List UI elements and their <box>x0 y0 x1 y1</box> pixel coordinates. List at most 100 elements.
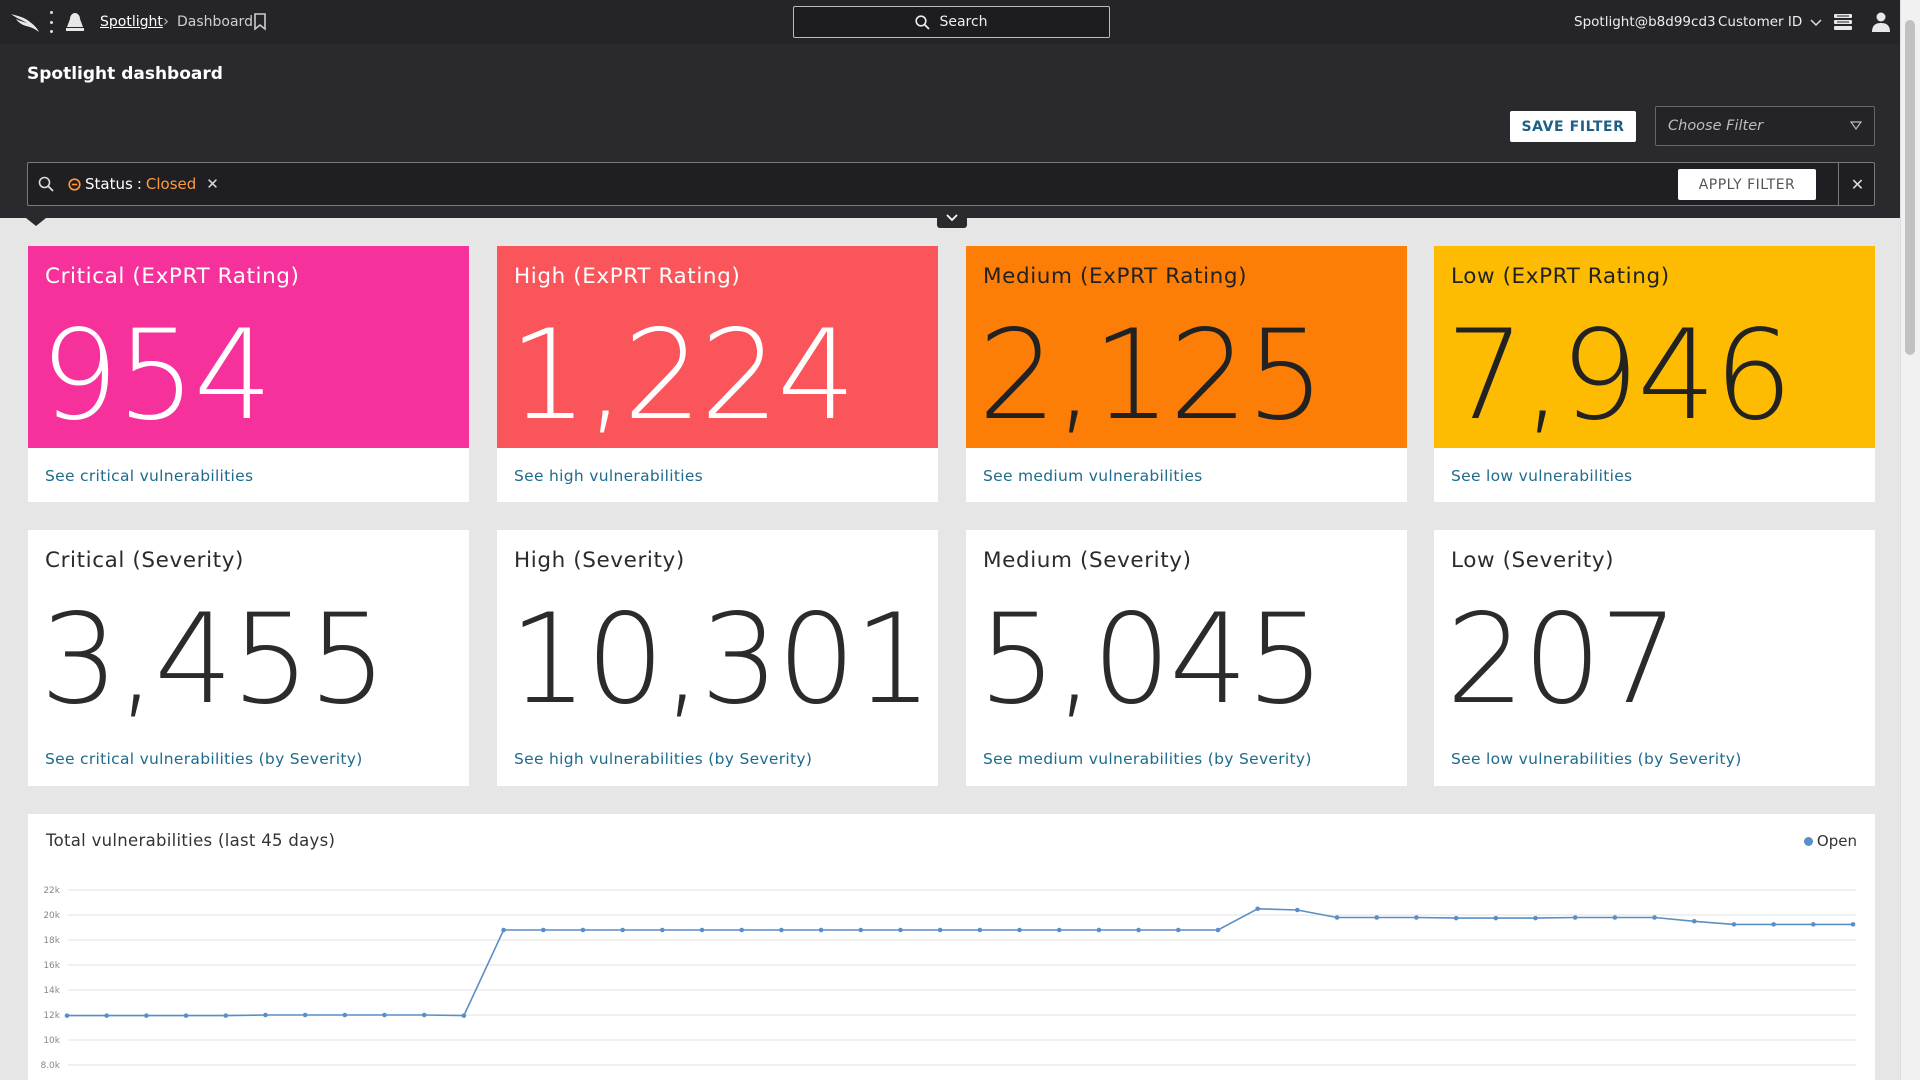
data-point[interactable] <box>64 1013 70 1018</box>
see-critical-link[interactable]: See critical vulnerabilities <box>45 467 254 485</box>
data-point[interactable] <box>1771 922 1776 927</box>
data-point[interactable] <box>382 1012 387 1018</box>
data-point[interactable] <box>263 1012 268 1018</box>
global-search-button[interactable]: Search <box>793 6 1110 38</box>
card-count: 3,455 <box>40 588 387 732</box>
data-point[interactable] <box>104 1013 109 1018</box>
scrollbar-thumb[interactable] <box>1905 20 1915 355</box>
data-point[interactable] <box>1175 927 1181 933</box>
card-title: Low (Severity) <box>1451 548 1615 573</box>
data-point[interactable] <box>1096 927 1102 933</box>
card-low-severity: Low (Severity) 207 See low vulnerabiliti… <box>1434 530 1875 786</box>
breadcrumb-page: Dashboard <box>177 14 253 30</box>
data-point[interactable] <box>1493 915 1499 921</box>
card-header: High (ExPRT Rating) 1,224 <box>497 246 938 448</box>
data-point[interactable] <box>779 927 784 933</box>
data-point[interactable] <box>342 1012 348 1018</box>
data-point[interactable] <box>699 927 705 933</box>
spotlight-app-icon[interactable] <box>64 11 86 33</box>
kebab-menu-icon[interactable] <box>48 11 54 33</box>
data-point[interactable] <box>461 1013 467 1018</box>
breadcrumb-app-link[interactable]: Spotlight <box>100 14 163 30</box>
dropdown-triangle-icon <box>1850 121 1862 131</box>
customer-id-dropdown[interactable]: Customer ID <box>1718 14 1824 30</box>
card-header: Low (ExPRT Rating) 7,946 <box>1434 246 1875 448</box>
see-medium-severity-link[interactable]: See medium vulnerabilities (by Severity) <box>983 750 1312 768</box>
person-icon[interactable] <box>1870 11 1892 33</box>
data-point[interactable] <box>1652 915 1657 920</box>
data-point[interactable] <box>1414 915 1419 920</box>
bookmark-icon[interactable] <box>253 13 267 31</box>
data-point[interactable] <box>1850 922 1856 927</box>
chart-title: Total vulnerabilities (last 45 days) <box>46 831 336 850</box>
data-point[interactable] <box>1691 918 1697 924</box>
data-point[interactable] <box>1295 907 1300 913</box>
save-filter-button[interactable]: SAVE FILTER <box>1510 111 1636 142</box>
data-point[interactable] <box>858 927 864 933</box>
choose-filter-select[interactable]: Choose Filter <box>1655 106 1875 146</box>
see-critical-severity-link[interactable]: See critical vulnerabilities (by Severit… <box>45 750 363 768</box>
data-point[interactable] <box>1453 915 1459 921</box>
data-point[interactable] <box>302 1012 308 1018</box>
data-point[interactable] <box>1334 915 1340 920</box>
data-point[interactable] <box>620 927 625 933</box>
card-count: 5,045 <box>978 588 1325 732</box>
data-point[interactable] <box>223 1013 229 1018</box>
data-point[interactable] <box>937 927 943 933</box>
y-tick-label: 22k <box>43 886 60 896</box>
card-count: 7,946 <box>1446 304 1793 448</box>
data-point[interactable] <box>1136 927 1141 933</box>
queue-icon[interactable] <box>1832 11 1854 33</box>
see-low-link[interactable]: See low vulnerabilities <box>1451 467 1633 485</box>
data-point[interactable] <box>1731 922 1737 927</box>
data-point[interactable] <box>1533 915 1538 921</box>
data-point[interactable] <box>1612 915 1618 920</box>
filter-bar[interactable]: Status: Closed ✕ APPLY FILTER ✕ <box>27 162 1875 206</box>
data-point[interactable] <box>898 927 903 933</box>
data-point[interactable] <box>580 927 586 933</box>
clear-filter-button[interactable]: ✕ <box>1838 163 1876 205</box>
customer-id-label: Customer ID <box>1718 14 1803 30</box>
filter-chip-status[interactable]: Status: Closed ✕ <box>68 175 219 193</box>
y-tick-label: 16k <box>43 961 60 971</box>
see-low-severity-link[interactable]: See low vulnerabilities (by Severity) <box>1451 750 1742 768</box>
data-point[interactable] <box>421 1012 427 1018</box>
see-medium-link[interactable]: See medium vulnerabilities <box>983 467 1203 485</box>
card-body: High (Severity) 10,301 See high vulnerab… <box>497 530 938 786</box>
data-point[interactable] <box>818 927 824 933</box>
search-icon <box>38 176 54 192</box>
chevron-down-icon <box>1810 19 1822 27</box>
card-title: Critical (Severity) <box>45 548 244 573</box>
choose-filter-placeholder: Choose Filter <box>1668 118 1764 134</box>
see-high-link[interactable]: See high vulnerabilities <box>514 467 704 485</box>
user-account[interactable]: Spotlight@b8d99cd3 <box>1574 14 1716 30</box>
falcon-logo-icon[interactable] <box>10 11 40 33</box>
chevron-down-icon <box>946 214 958 222</box>
data-point[interactable] <box>977 927 983 933</box>
card-count: 207 <box>1446 588 1679 732</box>
data-point[interactable] <box>660 927 665 933</box>
data-point[interactable] <box>739 927 745 933</box>
apply-filter-button[interactable]: APPLY FILTER <box>1678 169 1816 200</box>
data-point[interactable] <box>1056 927 1062 933</box>
y-tick-label: 14k <box>43 986 60 996</box>
collapse-header-button[interactable] <box>937 208 967 228</box>
data-point[interactable] <box>501 927 506 933</box>
data-point[interactable] <box>1215 927 1221 933</box>
card-low-exprt: Low (ExPRT Rating) 7,946 See low vulnera… <box>1434 246 1875 502</box>
data-point[interactable] <box>1255 906 1260 912</box>
data-point[interactable] <box>540 927 546 933</box>
data-point[interactable] <box>1572 915 1578 920</box>
data-point[interactable] <box>1374 915 1380 920</box>
card-count: 1,224 <box>509 304 856 448</box>
data-point[interactable] <box>1017 927 1022 933</box>
see-high-severity-link[interactable]: See high vulnerabilities (by Severity) <box>514 750 813 768</box>
data-point[interactable] <box>1811 922 1816 927</box>
card-title: High (ExPRT Rating) <box>514 264 741 289</box>
card-title: Low (ExPRT Rating) <box>1451 264 1670 289</box>
close-icon[interactable]: ✕ <box>206 175 219 193</box>
data-point[interactable] <box>183 1013 189 1018</box>
data-point[interactable] <box>144 1013 149 1018</box>
chart-legend[interactable]: Open <box>1803 832 1857 850</box>
